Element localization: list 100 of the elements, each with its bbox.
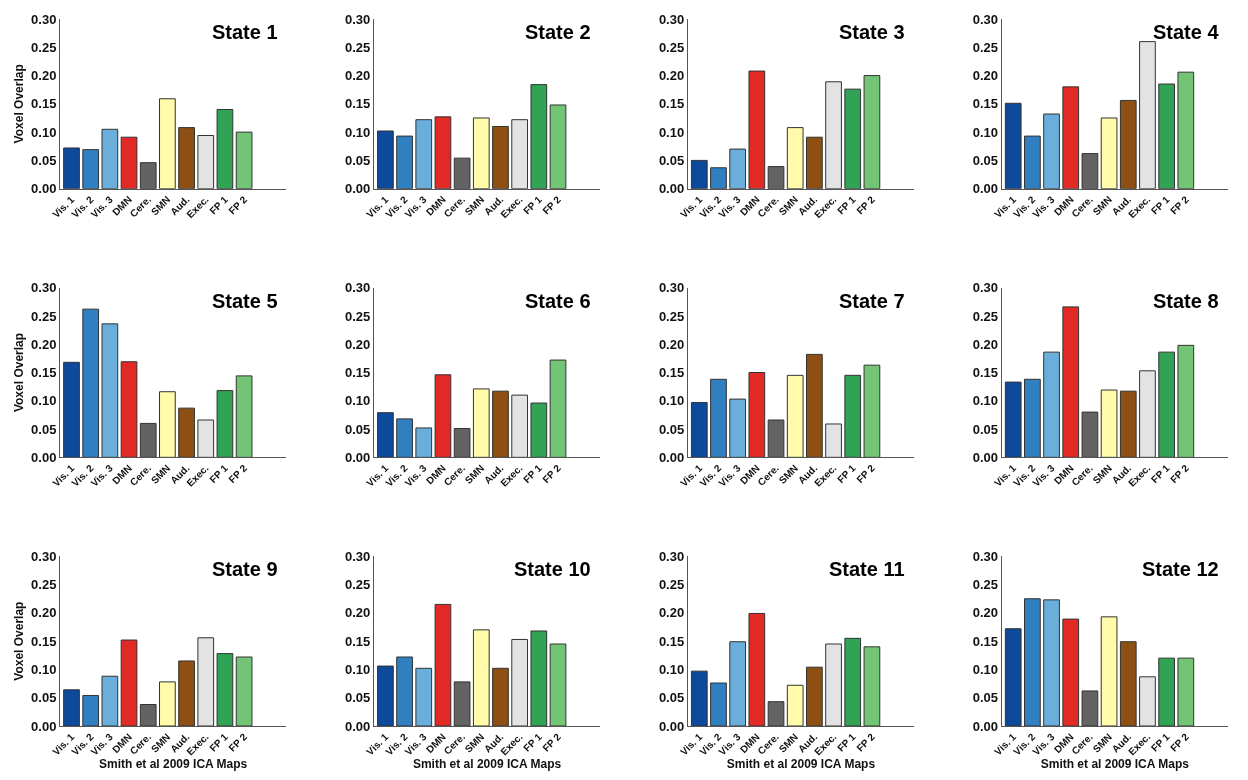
bar bbox=[1177, 657, 1195, 726]
y-tick-label: 0.10 bbox=[31, 661, 57, 677]
bar bbox=[1100, 389, 1118, 458]
y-tick-label: 0.30 bbox=[31, 11, 57, 27]
bar bbox=[825, 643, 842, 726]
bar bbox=[120, 136, 138, 189]
y-tick-label: 0.20 bbox=[344, 605, 371, 621]
bar bbox=[197, 637, 215, 726]
bar bbox=[216, 109, 234, 189]
bar bbox=[748, 372, 766, 458]
bar bbox=[377, 412, 394, 458]
bar bbox=[377, 130, 394, 189]
y-tick-label: 0.30 bbox=[344, 280, 371, 296]
bar bbox=[530, 630, 548, 726]
y-tick-label: 0.05 bbox=[344, 152, 371, 168]
bar bbox=[492, 667, 509, 726]
y-tick-label: 0.05 bbox=[344, 690, 371, 706]
bar bbox=[786, 374, 804, 458]
y-tick-label: 0.00 bbox=[344, 718, 371, 734]
bar bbox=[844, 88, 862, 189]
y-tick-label: 0.05 bbox=[658, 690, 685, 706]
bar bbox=[415, 119, 433, 189]
bar bbox=[216, 653, 234, 726]
chart-title: State 2 bbox=[525, 21, 591, 43]
bar bbox=[434, 374, 452, 458]
bar bbox=[396, 656, 413, 726]
bar bbox=[863, 646, 881, 726]
bar bbox=[492, 125, 509, 189]
bar bbox=[710, 378, 727, 458]
y-tick-label: 0.05 bbox=[658, 152, 685, 168]
y-tick-label: 0.10 bbox=[31, 124, 57, 140]
bar bbox=[159, 391, 176, 458]
bar bbox=[806, 666, 823, 726]
bar bbox=[63, 147, 80, 189]
y-tick-label: 0.15 bbox=[344, 365, 371, 381]
y-tick-label: 0.25 bbox=[31, 39, 57, 55]
bar bbox=[530, 84, 548, 189]
y-tick-label: 0.30 bbox=[658, 548, 685, 564]
y-tick-label: 0.00 bbox=[658, 718, 685, 734]
bar bbox=[1024, 598, 1041, 726]
x-axis-title: Smith et al 2009 ICA Maps bbox=[726, 757, 876, 772]
y-tick-label: 0.15 bbox=[344, 633, 371, 649]
y-tick-label: 0.15 bbox=[658, 365, 685, 381]
bar bbox=[1004, 381, 1022, 458]
y-tick-label: 0.30 bbox=[344, 11, 371, 27]
bar bbox=[729, 148, 747, 189]
y-tick-label: 0.05 bbox=[972, 421, 999, 437]
bar bbox=[1043, 599, 1060, 726]
bar bbox=[767, 701, 785, 726]
chart-title: State 4 bbox=[1153, 21, 1220, 43]
y-tick-label: 0.00 bbox=[658, 449, 685, 465]
y-tick-label: 0.15 bbox=[31, 96, 57, 112]
bar bbox=[690, 401, 708, 458]
bar bbox=[101, 675, 119, 726]
bar bbox=[415, 427, 433, 458]
chart-title: State 8 bbox=[1153, 290, 1219, 312]
y-tick-label: 0.25 bbox=[658, 39, 685, 55]
y-tick-label: 0.15 bbox=[658, 633, 685, 649]
y-tick-label: 0.25 bbox=[658, 577, 685, 593]
y-tick-label: 0.00 bbox=[972, 718, 999, 734]
x-axis-title: Smith et al 2009 ICA Maps bbox=[1040, 757, 1190, 772]
bar bbox=[1119, 641, 1137, 726]
y-tick-label: 0.20 bbox=[972, 68, 999, 84]
bar bbox=[863, 364, 881, 458]
bar bbox=[1004, 628, 1022, 726]
y-tick-label: 0.15 bbox=[972, 633, 999, 649]
y-tick-label: 0.30 bbox=[972, 11, 999, 27]
chart-title: State 1 bbox=[212, 21, 278, 43]
bar bbox=[235, 375, 253, 458]
y-tick-label: 0.10 bbox=[658, 124, 685, 140]
bar bbox=[120, 361, 138, 458]
bar bbox=[82, 308, 100, 458]
bar bbox=[1081, 690, 1099, 726]
bar bbox=[396, 418, 413, 458]
y-tick-label: 0.05 bbox=[31, 421, 57, 437]
bar bbox=[1100, 616, 1118, 726]
y-tick-label: 0.30 bbox=[658, 280, 685, 296]
chart-title: State 9 bbox=[212, 558, 278, 580]
y-tick-label: 0.20 bbox=[972, 605, 999, 621]
y-tick-label: 0.30 bbox=[972, 280, 999, 296]
y-tick-label: 0.15 bbox=[344, 96, 371, 112]
bar bbox=[767, 419, 785, 458]
bar bbox=[729, 641, 747, 726]
y-axis-title: Voxel Overlap bbox=[12, 332, 27, 413]
chart-title: State 5 bbox=[212, 290, 278, 312]
chart-title: State 3 bbox=[839, 21, 905, 43]
y-tick-label: 0.10 bbox=[658, 393, 685, 409]
y-tick-label: 0.25 bbox=[344, 39, 371, 55]
bar bbox=[549, 643, 567, 726]
bar bbox=[472, 629, 490, 726]
bar bbox=[434, 603, 452, 726]
bar bbox=[159, 681, 176, 726]
bar bbox=[1139, 41, 1156, 189]
bar bbox=[748, 612, 766, 726]
bar bbox=[1158, 657, 1175, 726]
bar bbox=[549, 359, 567, 458]
bar bbox=[159, 98, 176, 189]
y-tick-label: 0.15 bbox=[31, 365, 57, 381]
y-tick-label: 0.25 bbox=[31, 308, 57, 324]
bar bbox=[63, 689, 80, 726]
